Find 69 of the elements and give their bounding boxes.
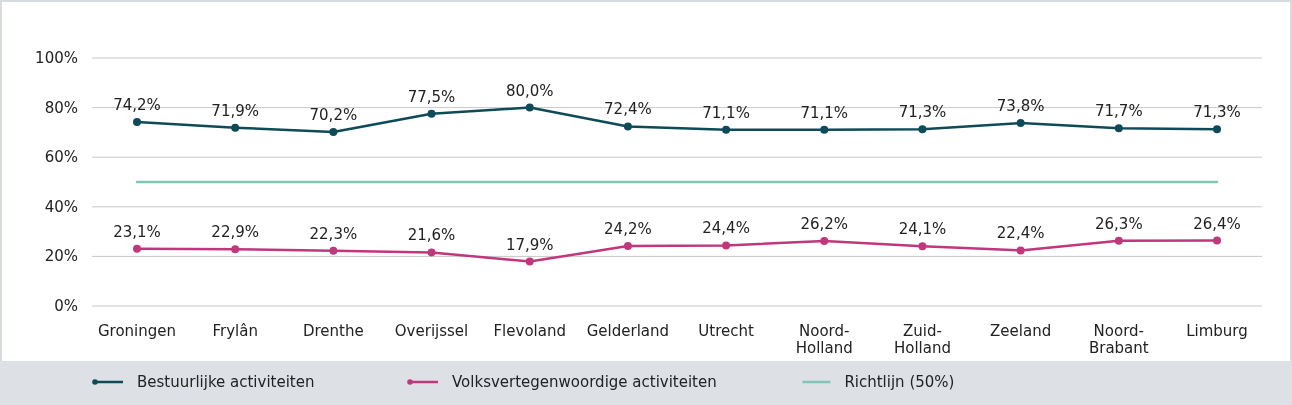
x-tick-label: Gelderland xyxy=(586,322,670,340)
point xyxy=(1114,124,1123,133)
x-tick-label: Drenthe xyxy=(302,322,364,340)
point xyxy=(1213,125,1221,134)
x-tick-label: Frylân xyxy=(212,322,258,340)
x-tick-label: Zuid-Holland xyxy=(893,322,951,357)
point xyxy=(1016,246,1025,255)
point xyxy=(918,242,927,251)
data-label: 22,3% xyxy=(309,224,358,243)
point xyxy=(525,103,534,112)
data-label: 22,4% xyxy=(996,224,1045,243)
data-label: 24,1% xyxy=(898,220,947,239)
point xyxy=(722,241,731,250)
point xyxy=(427,109,436,118)
data-label: 24,4% xyxy=(702,219,750,238)
y-tick-label: 0% xyxy=(54,297,78,315)
data-label: 70,2% xyxy=(309,105,358,124)
data-label: 26,2% xyxy=(800,215,849,234)
data-label: 77,5% xyxy=(407,87,456,106)
data-label: 21,6% xyxy=(407,226,456,245)
data-label: 26,4% xyxy=(1193,214,1241,233)
y-tick-label: 20% xyxy=(44,247,78,266)
y-tick-label: 40% xyxy=(44,197,78,216)
point xyxy=(231,245,240,254)
data-label: 71,7% xyxy=(1094,102,1143,121)
point xyxy=(525,257,534,266)
point xyxy=(329,246,338,255)
point xyxy=(820,125,829,134)
point xyxy=(820,237,829,246)
legend-label: Richtlijn (50%) xyxy=(844,373,955,391)
data-label: 71,9% xyxy=(211,101,260,120)
data-label: 71,3% xyxy=(1193,103,1241,122)
point xyxy=(722,125,731,134)
x-tick-label: Limburg xyxy=(1186,322,1248,340)
point xyxy=(427,248,436,257)
legend-label: Volksvertegenwoordige activiteiten xyxy=(452,373,717,391)
data-label: 22,9% xyxy=(211,223,260,242)
point xyxy=(623,241,632,250)
point xyxy=(918,125,927,134)
x-tick-label: Noord-Brabant xyxy=(1088,322,1149,357)
point xyxy=(133,117,141,126)
x-tick-label: Overijssel xyxy=(394,322,469,340)
data-label: 73,8% xyxy=(996,96,1045,115)
data-label: 26,3% xyxy=(1094,214,1143,233)
x-tick-label: Groningen xyxy=(97,322,177,340)
data-label: 72,4% xyxy=(604,100,652,119)
point xyxy=(1213,236,1221,245)
y-tick-label: 60% xyxy=(44,148,78,167)
data-label: 71,3% xyxy=(898,103,947,122)
point xyxy=(623,122,632,131)
point xyxy=(1016,118,1025,127)
data-label: 71,1% xyxy=(800,103,849,122)
point xyxy=(1114,236,1123,245)
x-tick-label: Zeeland xyxy=(990,322,1052,340)
data-label: 80,0% xyxy=(505,81,554,100)
data-label: 17,9% xyxy=(505,235,554,254)
y-tick-label: 80% xyxy=(44,98,78,117)
point xyxy=(329,127,338,136)
y-tick-label: 100% xyxy=(35,49,78,67)
legend-label: Bestuurlijke activiteiten xyxy=(137,373,315,391)
data-label: 24,2% xyxy=(604,219,652,238)
point xyxy=(133,244,141,253)
data-label: 71,1% xyxy=(702,103,750,122)
x-tick-label: Flevoland xyxy=(493,322,566,340)
x-tick-label: Noord-Holland xyxy=(795,322,853,357)
x-tick-label: Utrecht xyxy=(698,322,754,340)
data-label: 74,2% xyxy=(113,95,161,114)
point xyxy=(231,123,240,132)
data-label: 23,1% xyxy=(113,222,161,241)
